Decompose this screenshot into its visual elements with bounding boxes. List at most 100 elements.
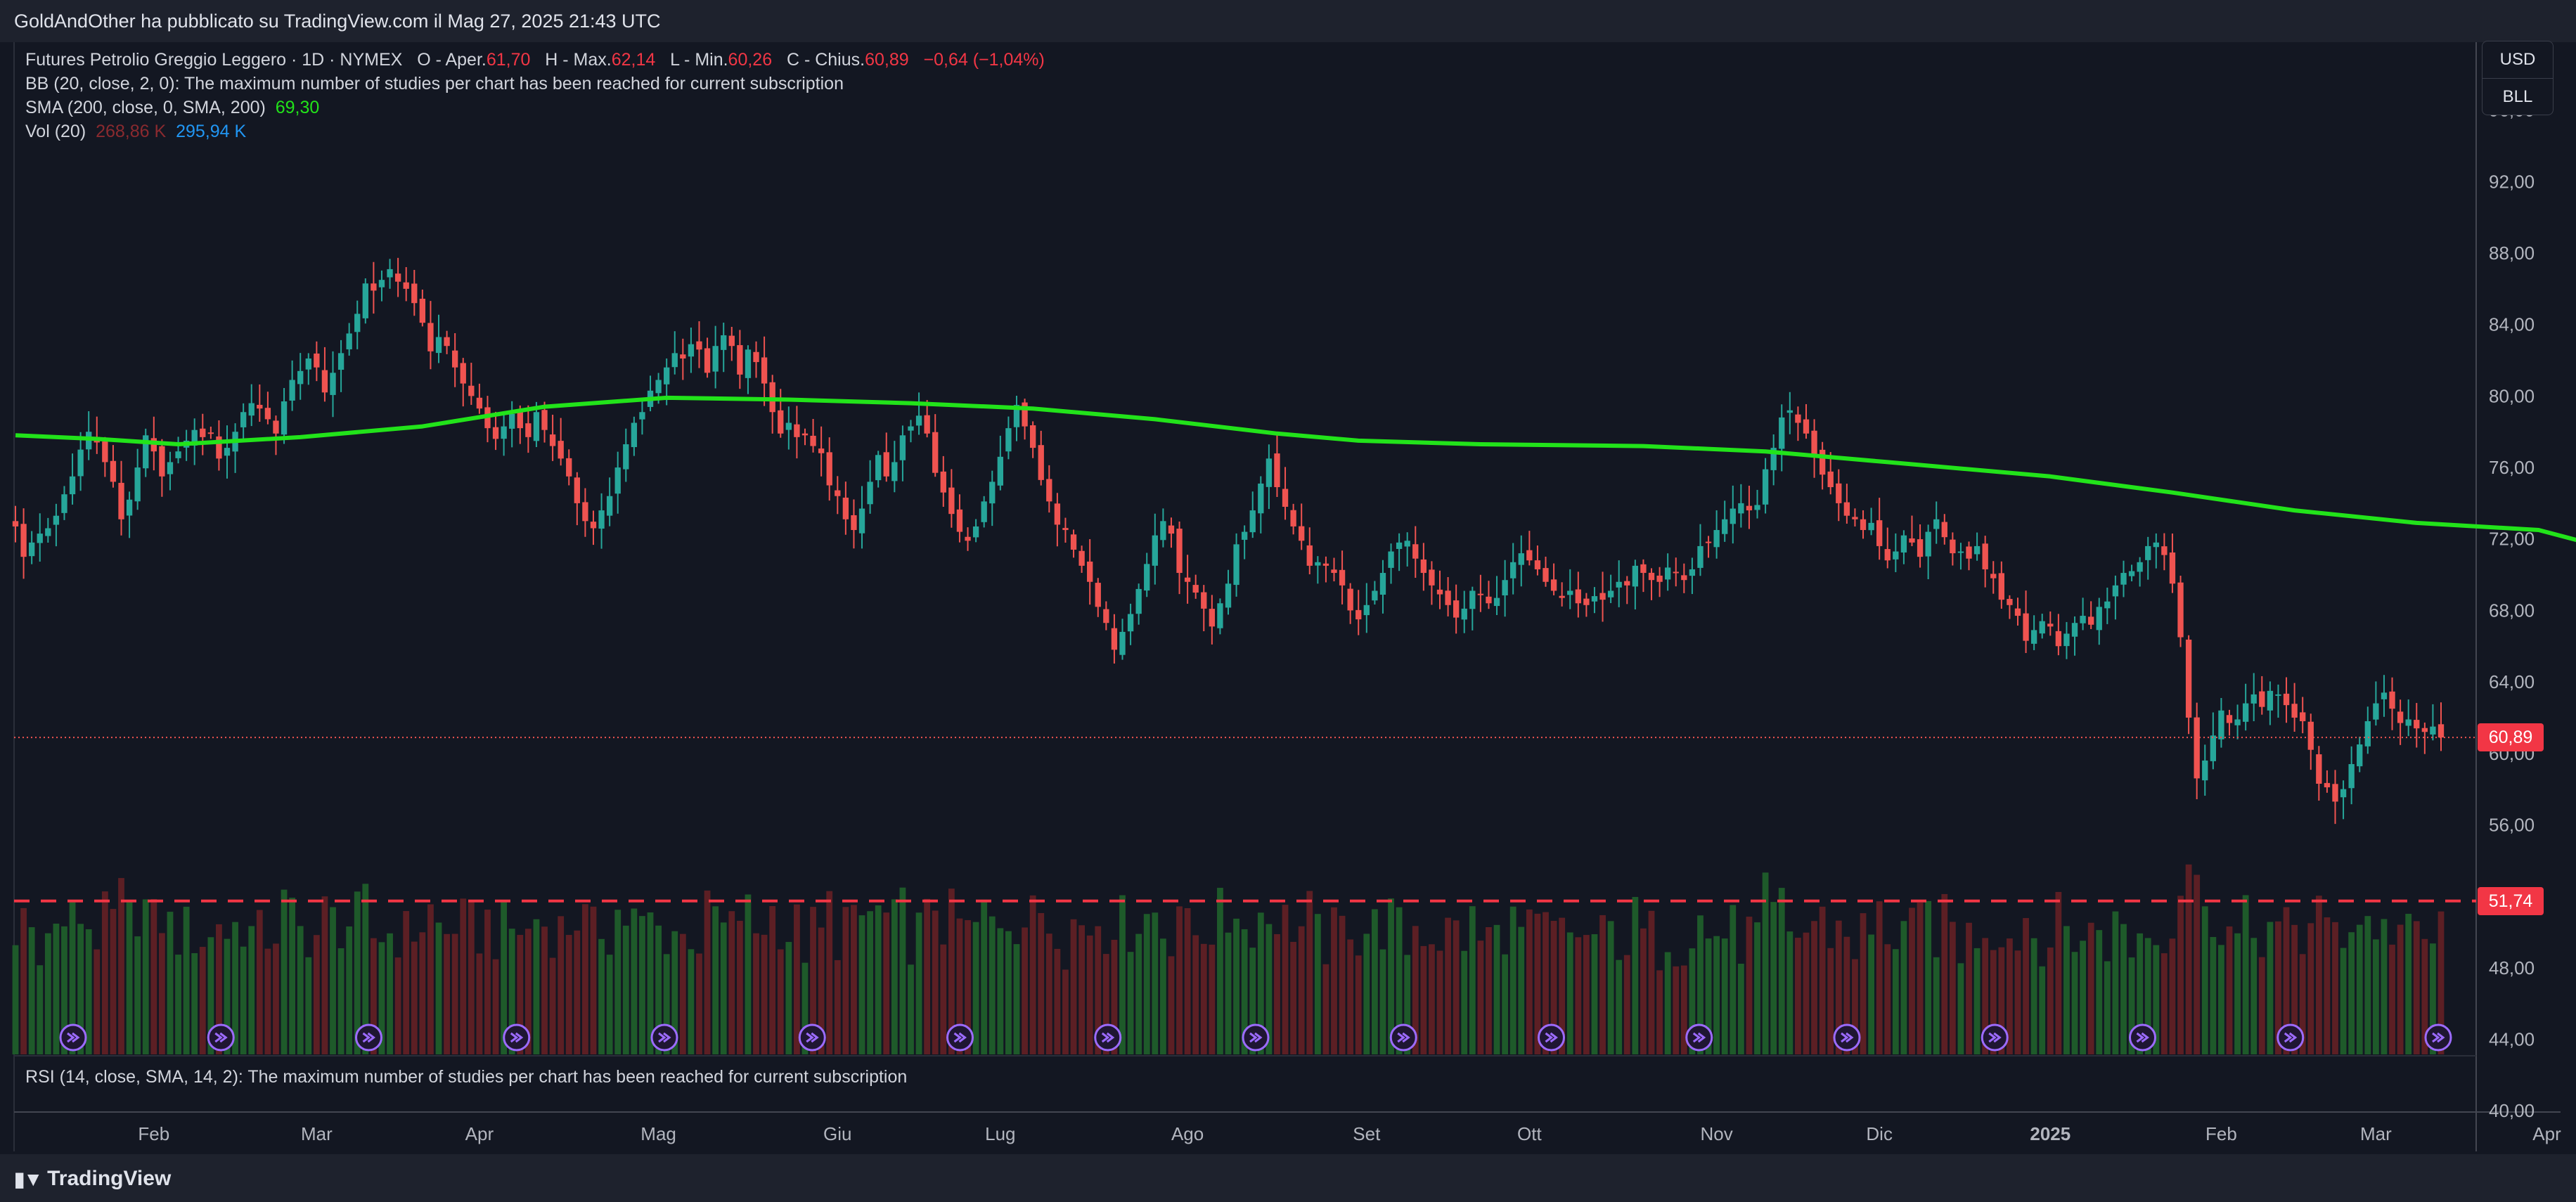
candle-body	[45, 528, 51, 536]
event-marker-icon[interactable]	[650, 1023, 678, 1052]
volume-bar	[2007, 938, 2013, 1054]
volume-bar	[126, 900, 133, 1054]
candle	[257, 384, 263, 422]
volume-bar	[1200, 943, 1207, 1054]
volume-bar	[216, 924, 222, 1054]
event-marker-icon[interactable]	[2424, 1023, 2452, 1052]
candle-body	[216, 436, 222, 459]
price-axis[interactable]: 40,0044,0048,0052,0056,0060,0064,0068,00…	[2489, 100, 2535, 1121]
volume-bar	[2315, 896, 2322, 1054]
candle	[2071, 616, 2078, 656]
candle-body	[671, 353, 678, 368]
candle	[1209, 595, 1216, 645]
event-marker-icon[interactable]	[1389, 1023, 1417, 1052]
event-marker-icon[interactable]	[503, 1023, 531, 1052]
volume-bar	[77, 924, 84, 1054]
event-marker-icon[interactable]	[1685, 1023, 1713, 1052]
candle-body	[264, 408, 271, 420]
rsi-study-text[interactable]: RSI (14, close, SMA, 14, 2): The maximum…	[25, 1067, 908, 1087]
event-marker-icon[interactable]	[1094, 1023, 1122, 1052]
volume-bar	[1477, 941, 1484, 1054]
candle	[240, 403, 247, 441]
volume-bar	[305, 957, 312, 1054]
volume-bar	[1917, 903, 1924, 1054]
currency-label[interactable]: USD	[2499, 50, 2536, 69]
event-marker-icon[interactable]	[355, 1023, 382, 1052]
event-marker-icon[interactable]	[59, 1023, 87, 1052]
volume-bar	[2210, 937, 2217, 1054]
volume-bar	[2218, 945, 2224, 1054]
candle	[704, 337, 711, 378]
volume-bar	[2275, 921, 2281, 1054]
volume-bar	[289, 898, 296, 1054]
candle	[1282, 467, 1289, 520]
tradingview-logo[interactable]: ▮▼ TradingView	[14, 1167, 171, 1191]
event-marker-icon[interactable]	[207, 1023, 235, 1052]
volume-bar	[1623, 955, 1630, 1054]
candle-body	[761, 357, 768, 384]
volume-bar	[394, 957, 401, 1054]
volume-bar	[297, 926, 304, 1054]
volume-bar	[61, 926, 67, 1054]
candle	[378, 270, 385, 302]
time-axis[interactable]: Feb Mar Apr Mag Giu Lug Ago Set Ott Nov Dic 2025 Feb…	[138, 1123, 2576, 1144]
candle-body	[566, 458, 572, 477]
candle	[12, 505, 19, 543]
candle	[1648, 568, 1655, 600]
bb-study-text[interactable]: BB (20, close, 2, 0): The maximum number…	[25, 74, 844, 93]
volume-bar	[1632, 897, 1639, 1054]
low-value: 60,26	[728, 50, 773, 70]
price-chart[interactable]: 40,0044,0048,0052,0056,0060,0064,0068,00…	[0, 0, 2576, 1154]
candle	[1461, 590, 1467, 633]
vol-study-label[interactable]: Vol (20)	[25, 122, 86, 141]
candle	[1616, 560, 1622, 607]
candle-body	[1607, 590, 1614, 597]
volume-bar	[1990, 950, 1997, 1054]
candle	[1299, 503, 1305, 550]
volume-bar	[1493, 924, 1500, 1054]
sma-study-label[interactable]: SMA (200, close, 0, SMA, 200)	[25, 98, 266, 117]
volume-bar	[1697, 915, 1704, 1054]
unit-selector[interactable]: USD BLL	[2482, 41, 2554, 115]
event-marker-icon[interactable]	[798, 1023, 826, 1052]
volume-bar	[1038, 912, 1045, 1054]
volume-bar	[330, 907, 336, 1054]
event-markers[interactable]	[59, 1023, 2452, 1052]
candle	[2104, 587, 2111, 624]
unit-label[interactable]: BLL	[2482, 78, 2553, 115]
volume-bar	[444, 933, 450, 1054]
candle-body	[582, 502, 588, 522]
footer-bar	[0, 1154, 2576, 1202]
candle-body	[1274, 453, 1280, 488]
volume-bar	[1518, 926, 1525, 1054]
volume-bar	[1616, 959, 1623, 1054]
candle-body	[1453, 600, 1460, 618]
event-marker-icon[interactable]	[2276, 1023, 2305, 1052]
candle-body	[248, 403, 255, 416]
event-marker-icon[interactable]	[2129, 1023, 2156, 1052]
event-marker-icon[interactable]	[946, 1023, 974, 1052]
candle	[403, 267, 409, 302]
event-marker-arrow	[67, 1032, 80, 1043]
volume-bar	[199, 947, 206, 1054]
event-marker-icon[interactable]	[1981, 1023, 2009, 1052]
event-marker-icon[interactable]	[1242, 1023, 1270, 1052]
candle	[1502, 560, 1508, 617]
candle-body	[1322, 563, 1329, 566]
event-marker-icon[interactable]	[1538, 1023, 1565, 1052]
candle-body	[1900, 535, 1907, 553]
candle-body	[403, 282, 409, 289]
candle-body	[721, 335, 727, 350]
candle-body	[826, 452, 832, 486]
volume-bar	[565, 935, 572, 1054]
volume-bar	[2291, 924, 2298, 1054]
volume-bar	[1029, 895, 1036, 1054]
time-tick-label: Apr	[465, 1123, 494, 1144]
candle	[582, 488, 588, 537]
candle-body	[1591, 596, 1598, 602]
symbol-name[interactable]: Futures Petrolio Greggio Leggero · 1D · …	[25, 50, 403, 70]
volume-bar	[1680, 965, 1687, 1054]
volume-bar	[451, 933, 458, 1054]
event-marker-icon[interactable]	[1833, 1023, 1861, 1052]
candle-body	[419, 298, 426, 323]
